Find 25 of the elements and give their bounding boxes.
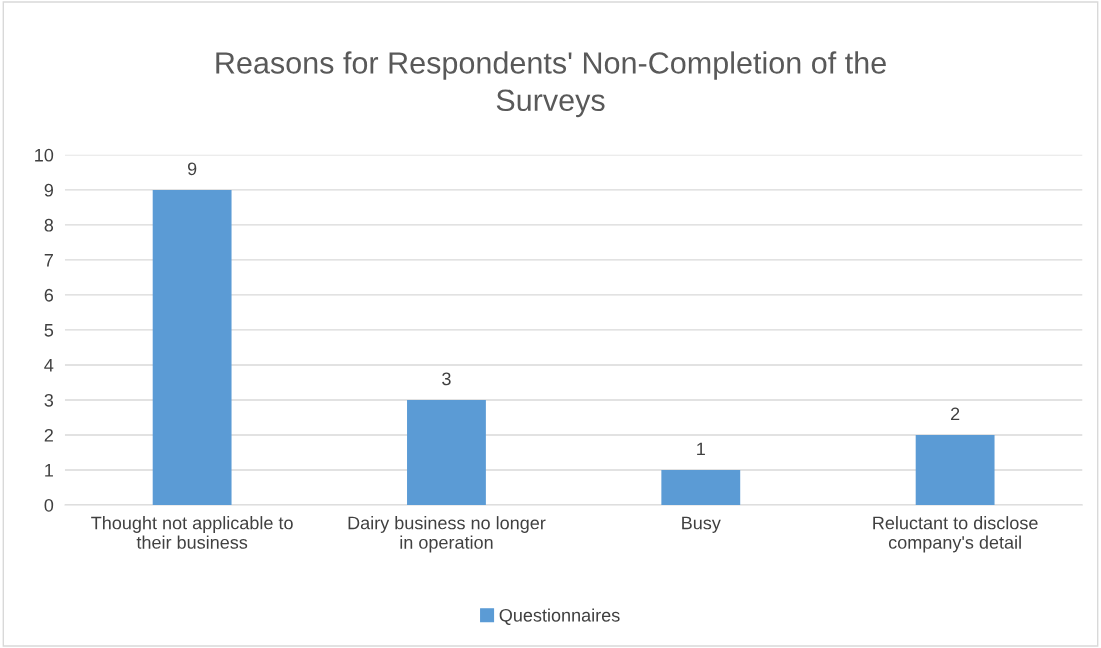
data-label: 3: [442, 372, 451, 386]
bar: [915, 434, 995, 505]
data-label: 9: [187, 162, 197, 176]
data-label: 2: [951, 407, 960, 421]
bar: [152, 189, 232, 505]
x-tick-label: Thought not applicable to their business: [91, 516, 293, 549]
y-tick-label: 7: [44, 254, 53, 267]
x-tick-label: Busy: [682, 516, 721, 533]
chart-title: Reasons for Respondents' Non-Completion of the Surveys: [216, 51, 886, 118]
y-tick-label: 1: [45, 464, 53, 477]
y-tick-label: 3: [44, 393, 54, 407]
y-tick-label: 9: [44, 183, 53, 197]
y-tick-label: 6: [44, 288, 54, 302]
x-tick-label: Dairy business no longer in operation: [348, 516, 546, 553]
bar: [407, 399, 486, 505]
data-label: 1: [697, 442, 705, 456]
y-tick-label: 2: [44, 428, 53, 442]
y-tick-label: 5: [44, 324, 54, 337]
legend-label: Questionnaires: [499, 608, 620, 625]
y-tick-label: 8: [44, 218, 54, 232]
bar: [661, 469, 741, 505]
x-tick-label: Reluctant to disclose company's detail: [873, 516, 1038, 553]
y-tick-label: 0: [44, 498, 54, 512]
y-tick-label: 10: [35, 148, 54, 162]
y-tick-label: 4: [44, 359, 54, 372]
